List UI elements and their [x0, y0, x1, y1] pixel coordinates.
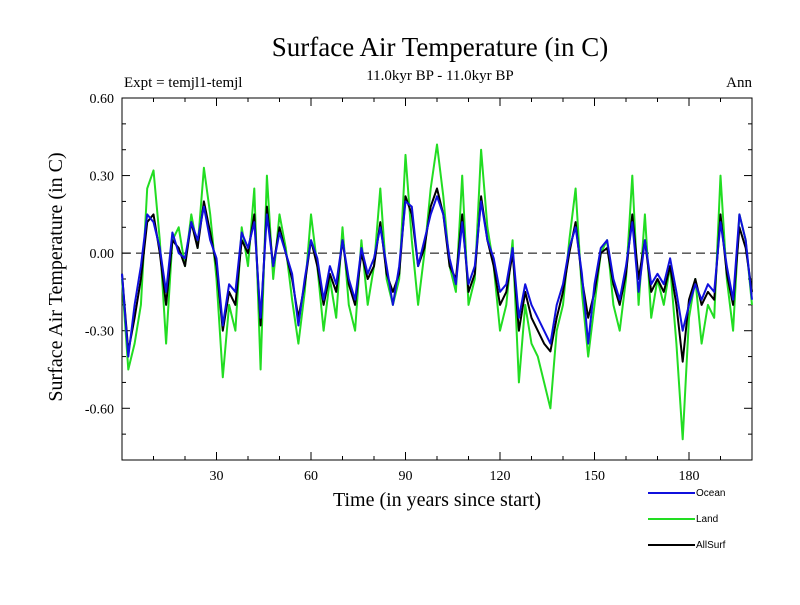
x-tick-label: 30 — [210, 469, 224, 484]
y-tick-label: 0.30 — [90, 170, 115, 185]
y-tick-label: -0.30 — [85, 325, 114, 340]
legend: Ocean Land AllSurf — [648, 488, 726, 551]
legend-label-land: Land — [696, 514, 718, 525]
y-axis-label: Surface Air Temperature (in C) — [45, 152, 67, 401]
legend-label-allsurf: AllSurf — [696, 540, 726, 551]
legend-label-ocean: Ocean — [696, 488, 725, 499]
x-tick-label: 150 — [584, 469, 605, 484]
y-tick-label: 0.00 — [90, 247, 115, 262]
axis-layer: 30 60 90 120 150 180 -0.60 -0.30 0.00 0.30 0.60 — [85, 92, 753, 484]
chart-subtitle: 11.0kyr BP - 11.0kyr BP — [366, 68, 514, 84]
series-line-ocean — [121, 195, 753, 358]
x-tick-label: 90 — [399, 469, 413, 484]
x-tick-label: 60 — [304, 469, 318, 484]
y-tick-label: -0.60 — [85, 402, 114, 417]
x-tick-label: 120 — [490, 469, 511, 484]
chart-title: Surface Air Temperature (in C) — [272, 32, 609, 62]
series-layer — [121, 143, 753, 441]
y-tick-label: 0.60 — [90, 92, 115, 107]
experiment-label: Expt = temjl1-temjl — [124, 75, 242, 91]
period-label: Ann — [726, 75, 752, 91]
x-tick-label: 180 — [679, 469, 700, 484]
x-axis-label: Time (in years since start) — [333, 489, 541, 511]
